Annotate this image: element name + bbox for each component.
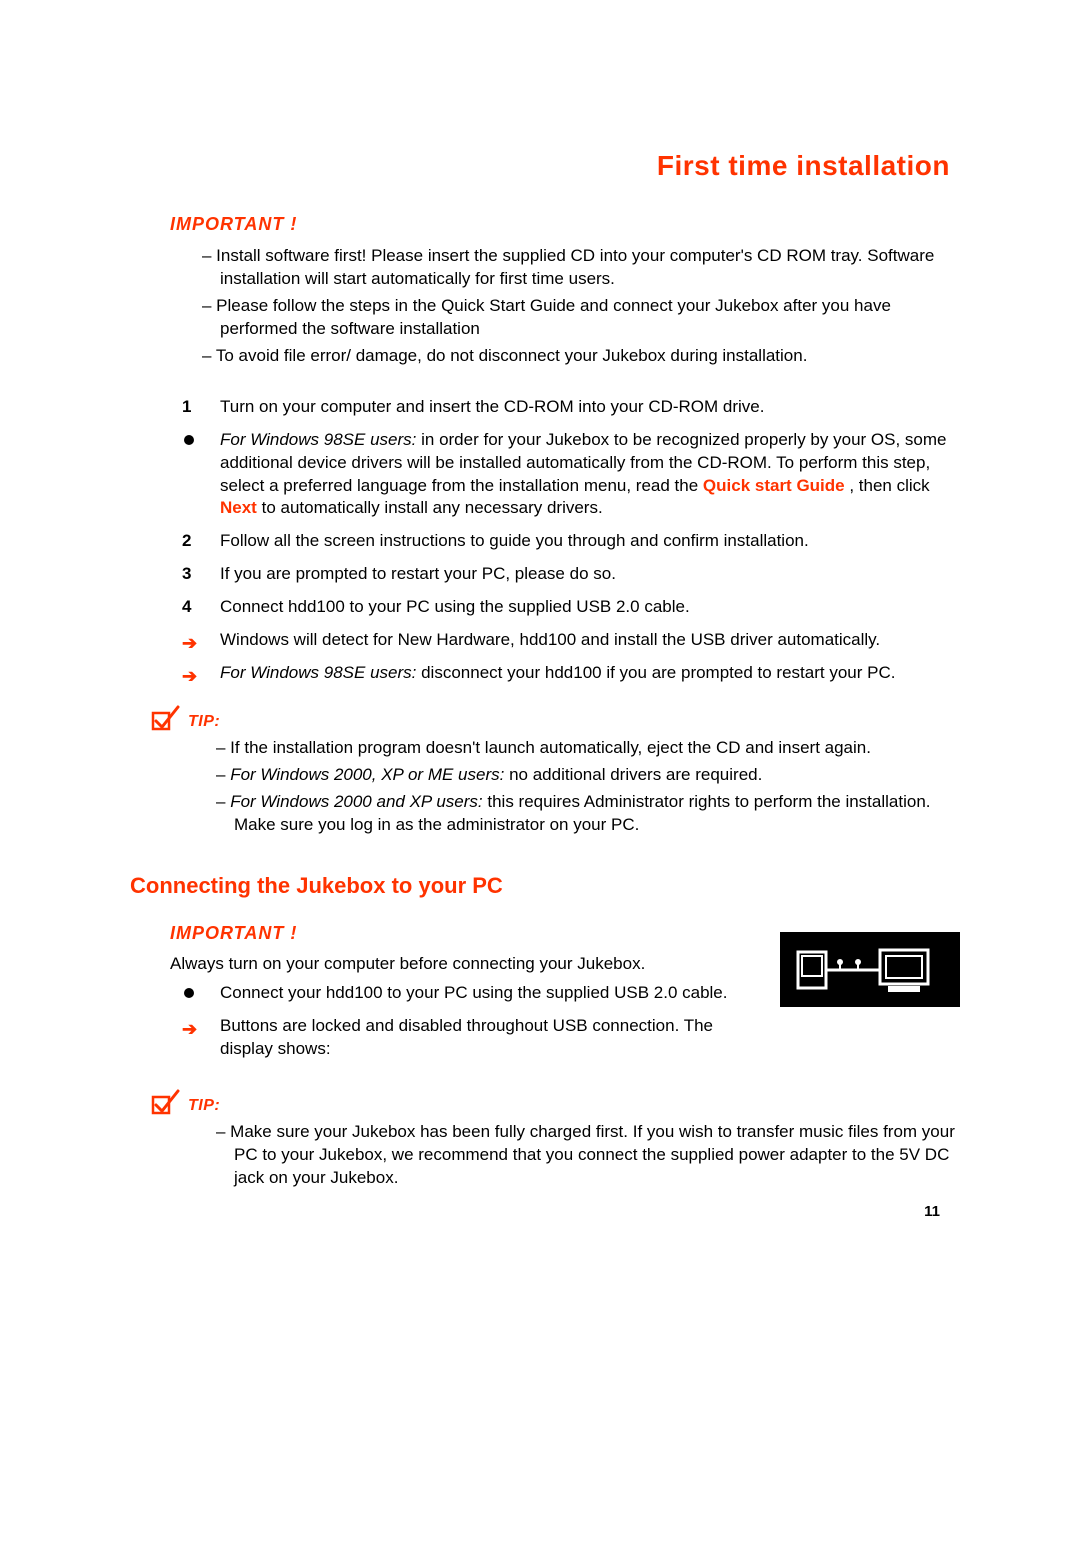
list-item: – To avoid file error/ damage, do not di… [202,345,960,368]
display-illustration [780,932,960,1007]
step-number: 2 [182,530,191,553]
step-item: ➔ Windows will detect for New Hardware, … [182,629,960,652]
step-number: 1 [182,396,191,419]
list-item: – Make sure your Jukebox has been fully … [216,1121,960,1190]
tip-label: TIP: [188,1097,220,1115]
arrow-icon: ➔ [182,1017,197,1041]
step-text: Follow all the screen instructions to gu… [220,531,809,550]
item-text: Connect your hdd100 to your PC using the… [220,983,728,1002]
tip-header: TIP: [150,705,960,731]
list-item: Connect your hdd100 to your PC using the… [182,982,760,1005]
step-prefix: For Windows 98SE users: [220,430,416,449]
section-first-install: IMPORTANT ! – Install software first! Pl… [170,214,960,837]
list-item: – For Windows 2000 and XP users: this re… [216,791,960,837]
checkmark-icon [150,705,180,731]
step-prefix: For Windows 98SE users: [220,663,421,682]
arrow-icon: ➔ [182,631,197,655]
tip-list: – If the installation program doesn't la… [170,737,960,837]
list-item: – For Windows 2000, XP or ME users: no a… [216,764,960,787]
step-item: 1 Turn on your computer and insert the C… [182,396,960,419]
tip-list: – Make sure your Jukebox has been fully … [170,1121,960,1190]
tip-label: TIP: [188,713,220,731]
arrow-icon: ➔ [182,664,197,688]
list-item: – Install software first! Please insert … [202,245,960,291]
item-text: Buttons are locked and disabled througho… [220,1016,713,1058]
important-label: IMPORTANT ! [170,214,960,235]
intro-text: Always turn on your computer before conn… [170,954,760,974]
step-text: Windows will detect for New Hardware, hd… [220,630,880,649]
quick-start-guide-label: Quick start Guide [703,476,845,495]
step-item: 3 If you are prompted to restart your PC… [182,563,960,586]
next-label: Next [220,498,257,517]
section-heading: Connecting the Jukebox to your PC [130,873,960,899]
document-page: First time installation IMPORTANT ! – In… [0,0,1080,1189]
step-item: 4 Connect hdd100 to your PC using the su… [182,596,960,619]
usb-connection-icon [780,932,960,1007]
step-number: 4 [182,596,191,619]
connect-row: Always turn on your computer before conn… [170,954,960,1071]
important-list: – Install software first! Please insert … [170,245,960,368]
page-title: First time installation [140,150,960,182]
tip-prefix: For Windows 2000, XP or ME users: [230,765,504,784]
page-number: 11 [924,1203,940,1220]
section-connecting: IMPORTANT ! Always turn on your computer… [170,923,960,1190]
step-text: to automatically install any necessary d… [262,498,603,517]
step-item: ➔ For Windows 98SE users: disconnect you… [182,662,960,685]
step-text: , then click [849,476,929,495]
step-text: Turn on your computer and insert the CD-… [220,397,765,416]
checkmark-icon [150,1089,180,1115]
tip-text: no additional drivers are required. [504,765,762,784]
tip-header: TIP: [150,1089,960,1115]
step-item: For Windows 98SE users: in order for you… [182,429,960,521]
steps-list: 1 Turn on your computer and insert the C… [170,396,960,685]
step-text: disconnect your hdd100 if you are prompt… [421,663,895,682]
connect-text: Always turn on your computer before conn… [170,954,760,1071]
step-text: Connect hdd100 to your PC using the supp… [220,597,690,616]
step-item: 2 Follow all the screen instructions to … [182,530,960,553]
step-text: If you are prompted to restart your PC, … [220,564,616,583]
list-item: – If the installation program doesn't la… [216,737,960,760]
list-item: – Please follow the steps in the Quick S… [202,295,960,341]
step-number: 3 [182,563,191,586]
tip-prefix: For Windows 2000 and XP users: [230,792,482,811]
list-item: ➔ Buttons are locked and disabled through… [182,1015,760,1061]
